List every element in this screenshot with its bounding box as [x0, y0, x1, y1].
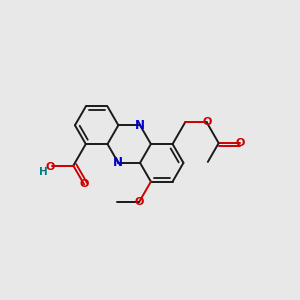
- Text: N: N: [113, 156, 123, 169]
- Text: H: H: [39, 167, 48, 177]
- Text: O: O: [80, 179, 89, 190]
- Text: O: O: [134, 197, 144, 207]
- Text: O: O: [236, 138, 245, 148]
- Text: O: O: [46, 162, 55, 172]
- Text: O: O: [202, 117, 212, 128]
- Text: N: N: [135, 119, 145, 132]
